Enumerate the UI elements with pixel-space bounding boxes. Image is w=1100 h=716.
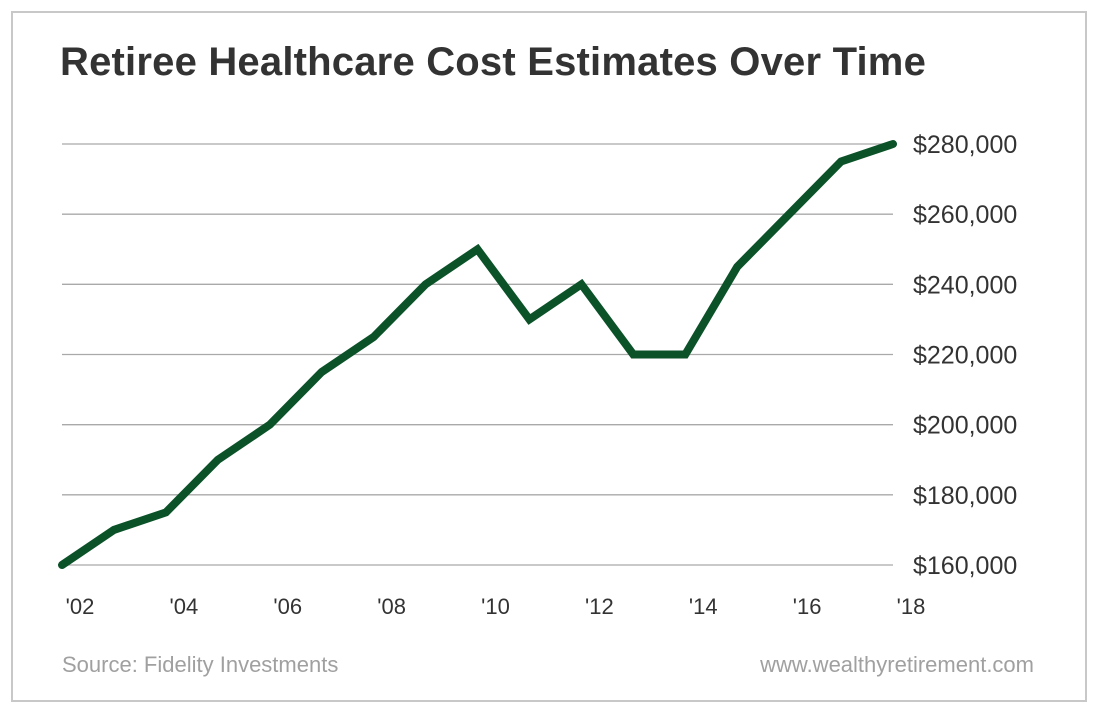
y-tick-label: $200,000	[913, 412, 1017, 440]
x-tick-label: '08	[377, 594, 406, 619]
y-tick-label: $260,000	[913, 201, 1017, 229]
y-tick-label: $180,000	[913, 482, 1017, 510]
x-tick-label: '12	[585, 594, 614, 619]
x-tick-label: '04	[170, 594, 199, 619]
source-note: Source: Fidelity Investments	[62, 652, 339, 677]
y-tick-label: $280,000	[913, 131, 1017, 159]
chart-title: Retiree Healthcare Cost Estimates Over T…	[60, 40, 927, 84]
series-group	[58, 140, 897, 569]
x-tick-label: '18	[897, 594, 926, 619]
y-axis-ticks: $160,000 $180,000 $200,000 $220,000 $240,000…	[913, 131, 1017, 580]
x-tick-label: '14	[689, 594, 718, 619]
y-tick-label: $220,000	[913, 342, 1017, 370]
y-tick-label: $240,000	[913, 271, 1017, 299]
gridlines	[62, 143, 893, 566]
y-tick-label: $160,000	[913, 552, 1017, 580]
x-axis-ticks: '02 '04 '06 '08 '10 '12 '14 '16 '18	[66, 594, 926, 619]
x-tick-label: '06	[273, 594, 302, 619]
x-tick-label: '10	[481, 594, 510, 619]
chart-frame	[11, 11, 1087, 702]
x-tick-label: '02	[66, 594, 95, 619]
x-tick-label: '16	[793, 594, 822, 619]
website-link[interactable]: www.wealthyretirement.com	[760, 652, 1034, 677]
